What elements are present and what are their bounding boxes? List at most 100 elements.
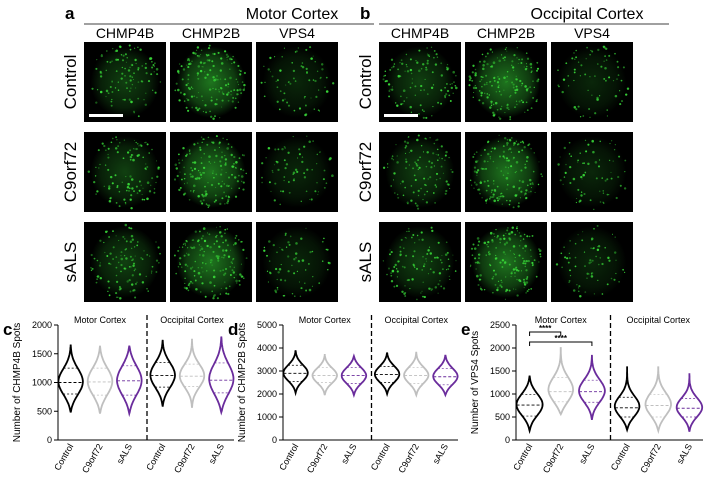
x-tick-label-sals: sALS	[207, 442, 226, 466]
fluorescent-spot	[526, 65, 528, 68]
fluorescent-spot	[137, 81, 140, 83]
fluorescent-spot	[321, 68, 324, 71]
fluorescent-spot	[281, 56, 283, 58]
fluorescent-spot	[238, 239, 240, 241]
fluorescent-spot	[624, 170, 626, 173]
fluorescent-spot	[406, 230, 408, 233]
fluorescent-spot	[574, 256, 577, 259]
fluorescent-spot	[132, 264, 135, 268]
fluorescent-spot	[426, 53, 428, 55]
fluorescent-spot	[608, 76, 611, 79]
fluorescent-spot	[153, 71, 155, 73]
fluorescent-spot	[115, 70, 118, 72]
fluorescent-spot	[515, 266, 518, 269]
fluorescent-spot	[396, 104, 399, 107]
fluorescent-spot	[227, 83, 230, 86]
fluorescent-spot	[327, 269, 329, 271]
fluorescent-spot	[305, 113, 308, 116]
fluorescent-spot	[476, 174, 478, 176]
fluorescent-spot	[278, 108, 281, 111]
fluorescent-spot	[213, 161, 216, 163]
fluorescent-spot	[220, 173, 223, 176]
fluorescent-spot	[411, 236, 413, 239]
fluorescent-spot	[470, 184, 473, 186]
fluorescent-spot	[474, 257, 477, 260]
fluorescent-spot	[191, 239, 194, 241]
fluorescent-spot	[495, 91, 497, 93]
fluorescent-spot	[202, 235, 204, 237]
cell-glow	[385, 226, 455, 298]
fluorescent-spot	[581, 178, 583, 180]
fluorescent-spot	[434, 63, 438, 66]
fluorescent-spot	[104, 251, 106, 254]
fluorescent-spot	[145, 141, 147, 144]
fluorescent-spot	[528, 288, 530, 291]
violin-control	[374, 352, 401, 398]
fluorescent-spot	[584, 291, 587, 293]
fluorescent-spot	[204, 190, 207, 193]
fluorescent-spot	[574, 242, 577, 245]
fluorescent-spot	[493, 147, 496, 150]
fluorescent-spot	[604, 246, 606, 249]
fluorescent-spot	[123, 139, 126, 141]
fluorescent-spot	[287, 255, 290, 258]
fluorescent-spot	[423, 177, 426, 180]
fluorescent-spot	[140, 144, 143, 147]
fluorescent-spot	[409, 58, 412, 61]
fluorescent-spot	[129, 149, 132, 152]
fluorescent-spot	[289, 82, 292, 85]
fluorescent-spot	[486, 62, 489, 66]
fluorescent-spot	[515, 88, 519, 92]
fluorescent-spot	[179, 171, 181, 173]
fluorescent-spot	[221, 249, 225, 252]
fluorescent-spot	[524, 265, 527, 268]
fluorescent-spot	[494, 283, 497, 286]
fluorescent-spot	[406, 70, 410, 73]
fluorescent-spot	[130, 100, 133, 104]
row-label-c9orf72: C9orf72	[356, 142, 375, 202]
fluorescent-spot	[316, 182, 318, 184]
fluorescent-spot	[615, 259, 617, 261]
fluorescent-spot	[421, 238, 424, 241]
fluorescent-spot	[231, 173, 233, 176]
fluorescent-spot	[485, 81, 488, 84]
fluorescent-spot	[620, 100, 624, 103]
fluorescent-spot	[568, 281, 570, 283]
fluorescent-spot	[124, 75, 126, 77]
fluorescent-spot	[183, 183, 186, 185]
fluorescent-spot	[429, 268, 432, 270]
fluorescent-spot	[305, 190, 308, 193]
fluorescent-spot	[405, 53, 408, 56]
fluorescent-spot	[481, 53, 484, 56]
fluorescent-spot	[527, 259, 530, 263]
fluorescent-spot	[583, 251, 586, 253]
fluorescent-spot	[112, 258, 115, 260]
fluorescent-spot	[492, 160, 495, 163]
fluorescent-spot	[506, 184, 509, 186]
fluorescent-spot	[292, 136, 294, 138]
fluorescent-spot	[437, 159, 439, 161]
fluorescent-spot	[451, 83, 453, 85]
fluorescent-spot	[233, 61, 236, 64]
fluorescent-spot	[295, 256, 297, 259]
fluorescent-spot	[132, 78, 134, 81]
fluorescent-spot	[449, 100, 452, 102]
fluorescent-spot	[279, 278, 283, 282]
fluorescent-spot	[608, 159, 611, 162]
fluorescent-spot	[442, 287, 446, 290]
fluorescent-spot	[227, 292, 230, 296]
fluorescent-spot	[505, 81, 507, 83]
fluorescent-spot	[446, 66, 448, 69]
fluorescent-spot	[202, 227, 206, 230]
fluorescent-spot	[511, 271, 513, 273]
fluorescent-spot	[227, 86, 229, 88]
fluorescent-spot	[214, 88, 217, 91]
fluorescent-spot	[120, 270, 122, 273]
fluorescent-spot	[120, 263, 123, 267]
fluorescent-spot	[563, 176, 566, 178]
fluorescent-spot	[573, 58, 576, 61]
fluorescent-spot	[514, 106, 516, 108]
fluorescent-spot	[436, 148, 439, 151]
fluorescent-spot	[133, 246, 136, 248]
fluorescent-spot	[135, 62, 137, 65]
